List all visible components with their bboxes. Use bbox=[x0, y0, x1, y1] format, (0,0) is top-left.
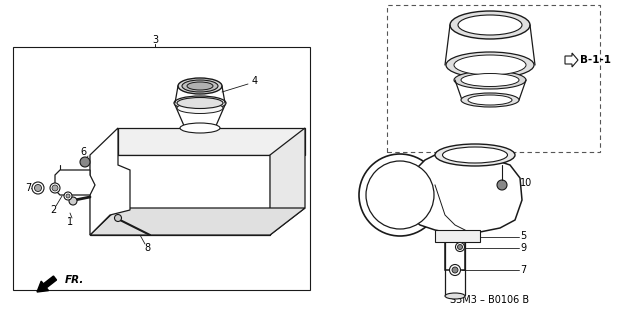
Text: 6: 6 bbox=[80, 147, 86, 157]
Text: B-1-1: B-1-1 bbox=[580, 55, 611, 65]
Polygon shape bbox=[270, 128, 305, 235]
Ellipse shape bbox=[454, 71, 526, 89]
Ellipse shape bbox=[458, 244, 463, 249]
Ellipse shape bbox=[366, 161, 434, 229]
Ellipse shape bbox=[52, 185, 58, 191]
Ellipse shape bbox=[32, 182, 44, 194]
Ellipse shape bbox=[449, 264, 461, 276]
Text: 3: 3 bbox=[152, 35, 158, 45]
Ellipse shape bbox=[435, 144, 515, 166]
Text: FR.: FR. bbox=[65, 275, 84, 285]
Text: S3M3 – B0106 B: S3M3 – B0106 B bbox=[451, 295, 529, 305]
Circle shape bbox=[497, 180, 507, 190]
Text: 2: 2 bbox=[50, 205, 56, 215]
Ellipse shape bbox=[66, 194, 70, 198]
Ellipse shape bbox=[174, 96, 226, 110]
Polygon shape bbox=[435, 230, 480, 242]
Ellipse shape bbox=[35, 184, 42, 191]
Ellipse shape bbox=[445, 293, 465, 299]
Ellipse shape bbox=[461, 93, 519, 107]
Ellipse shape bbox=[446, 52, 534, 78]
Ellipse shape bbox=[450, 11, 530, 39]
Text: 7: 7 bbox=[25, 183, 31, 193]
Text: 9: 9 bbox=[520, 243, 526, 253]
Bar bbox=[13, 47, 310, 290]
Polygon shape bbox=[565, 53, 578, 67]
Text: 7: 7 bbox=[520, 265, 526, 275]
Circle shape bbox=[80, 157, 90, 167]
Ellipse shape bbox=[64, 192, 72, 200]
Text: 10: 10 bbox=[520, 178, 532, 188]
Ellipse shape bbox=[50, 183, 60, 193]
Ellipse shape bbox=[182, 80, 218, 92]
Ellipse shape bbox=[458, 15, 522, 35]
Polygon shape bbox=[90, 208, 305, 235]
Ellipse shape bbox=[359, 154, 441, 236]
Polygon shape bbox=[55, 170, 95, 195]
Ellipse shape bbox=[177, 98, 223, 108]
Text: 5: 5 bbox=[520, 231, 526, 241]
Ellipse shape bbox=[442, 147, 508, 163]
Polygon shape bbox=[90, 128, 130, 235]
Ellipse shape bbox=[456, 242, 465, 251]
Ellipse shape bbox=[452, 267, 458, 273]
Ellipse shape bbox=[180, 123, 220, 133]
Polygon shape bbox=[406, 155, 522, 270]
Ellipse shape bbox=[461, 73, 519, 86]
Ellipse shape bbox=[115, 214, 122, 221]
FancyArrow shape bbox=[37, 276, 56, 292]
Text: 4: 4 bbox=[252, 76, 258, 86]
Text: 1: 1 bbox=[67, 217, 73, 227]
Ellipse shape bbox=[177, 102, 223, 114]
Ellipse shape bbox=[69, 197, 77, 205]
Ellipse shape bbox=[178, 78, 222, 94]
Polygon shape bbox=[118, 128, 305, 155]
Bar bbox=[387, 5, 600, 152]
Polygon shape bbox=[90, 155, 270, 235]
Ellipse shape bbox=[187, 82, 213, 90]
Ellipse shape bbox=[454, 55, 526, 75]
Ellipse shape bbox=[468, 95, 512, 105]
Text: 8: 8 bbox=[144, 243, 150, 253]
